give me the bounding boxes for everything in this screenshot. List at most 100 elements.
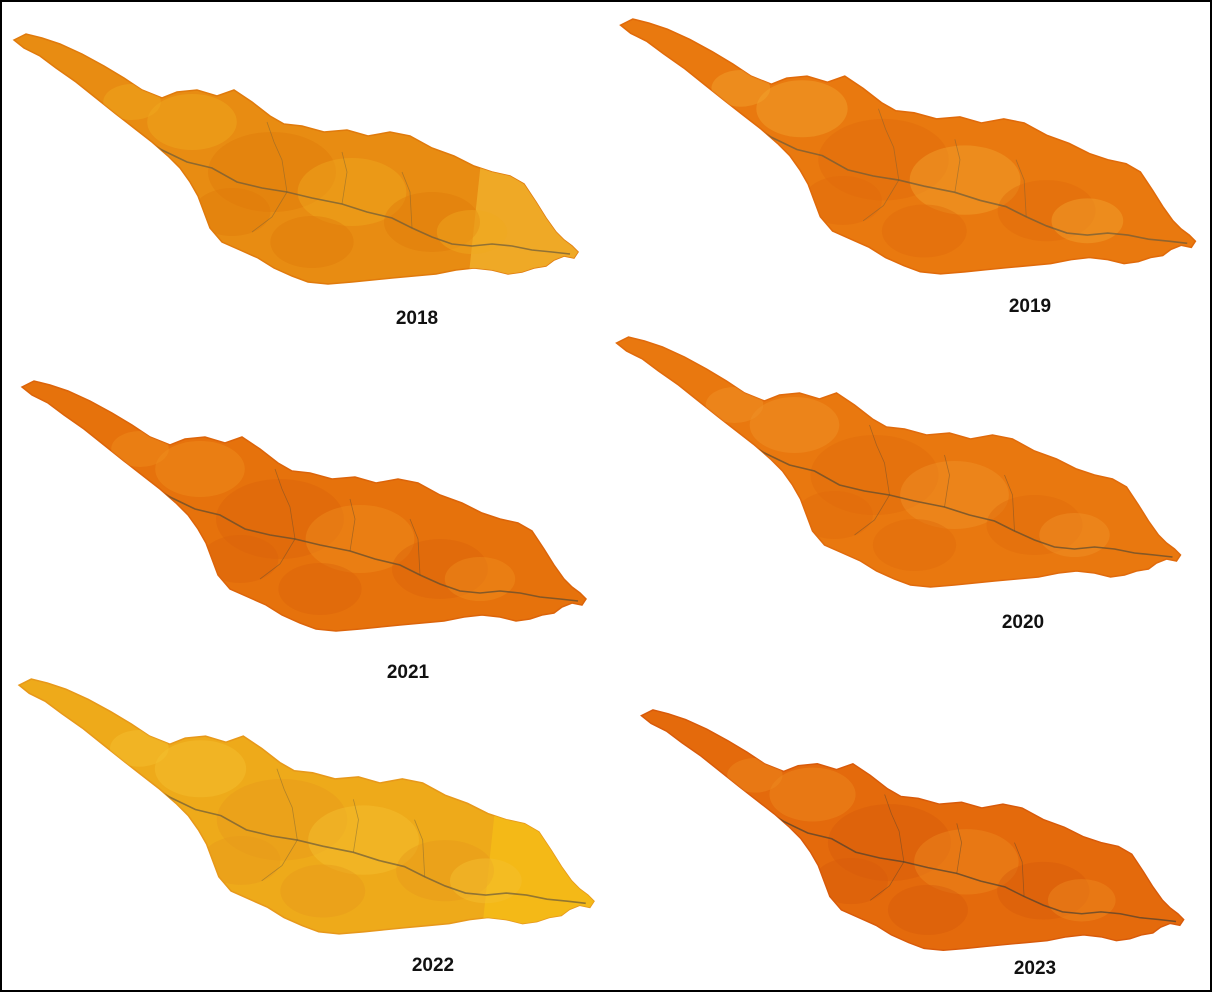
- index-patch: [278, 563, 362, 615]
- tributary: [878, 108, 900, 181]
- index-patch: [103, 84, 161, 120]
- index-patch: [111, 431, 169, 467]
- main-river: [754, 803, 1177, 923]
- index-patch: [711, 70, 771, 107]
- tributary: [274, 468, 296, 540]
- index-patch: [396, 840, 495, 902]
- index-patch: [216, 479, 344, 559]
- tributary: [1015, 159, 1027, 217]
- index-patch: [154, 740, 247, 798]
- tributary: [409, 518, 421, 576]
- year-label-2020: 2020: [1001, 612, 1045, 633]
- index-patch: [208, 132, 336, 212]
- index-patch: [444, 557, 516, 601]
- year-label-2018: 2018: [395, 308, 439, 329]
- map-panel-2023: 2023: [637, 708, 1197, 983]
- index-patch: [818, 118, 949, 201]
- index-patch: [216, 778, 348, 861]
- tributary: [884, 794, 905, 862]
- index-patch: [986, 495, 1083, 555]
- index-patch: [997, 861, 1090, 920]
- tributary: [251, 191, 288, 233]
- main-river: [131, 131, 571, 255]
- map-panel-2018: 2018: [12, 32, 582, 342]
- year-label-2021: 2021: [386, 662, 430, 683]
- tributary: [956, 823, 962, 874]
- watershed-area: [640, 709, 1185, 952]
- index-patch: [280, 864, 366, 918]
- index-patch: [727, 758, 783, 793]
- index-patch: [810, 435, 939, 515]
- index-patch: [384, 192, 480, 252]
- index-patch: [308, 805, 420, 875]
- index-patch: [270, 216, 354, 268]
- year-label-2023: 2023: [1013, 958, 1057, 979]
- index-patch: [147, 94, 237, 150]
- index-patch: [769, 767, 856, 822]
- index-patch: [881, 204, 967, 258]
- index-patch: [1039, 513, 1110, 557]
- index-patch: [436, 210, 508, 254]
- index-patch: [305, 505, 415, 573]
- tributary: [414, 819, 426, 877]
- watershed-area: [615, 336, 1182, 588]
- index-patch: [796, 491, 873, 539]
- tributary: [349, 498, 356, 552]
- index-patch: [109, 730, 169, 767]
- watershed-map-2018: [12, 33, 579, 285]
- tributary: [854, 494, 890, 536]
- watershed-map-2022: [17, 678, 595, 935]
- index-patch: [297, 158, 407, 226]
- year-label-2022: 2022: [411, 955, 455, 976]
- tributary: [341, 151, 348, 205]
- watershed-map-2020: [615, 336, 1182, 588]
- watershed-map-2023: [640, 709, 1185, 952]
- tributary: [259, 538, 296, 580]
- index-patch: [392, 539, 488, 599]
- tributary: [954, 139, 961, 193]
- main-river: [139, 478, 579, 602]
- index-patch: [872, 519, 957, 571]
- index-patch: [1051, 198, 1124, 244]
- index-patch: [155, 441, 245, 497]
- index-patch: [814, 858, 888, 905]
- map-panel-2022: 2022: [10, 677, 610, 987]
- tributary: [261, 839, 298, 882]
- main-river: [734, 434, 1173, 558]
- index-patch: [900, 461, 1009, 529]
- tributary: [266, 121, 288, 193]
- tributary: [869, 424, 890, 496]
- main-river: [138, 778, 586, 905]
- year-label-2019: 2019: [1008, 296, 1052, 317]
- index-patch: [914, 829, 1019, 895]
- watershed-area: [619, 18, 1197, 275]
- map-panel-2020: 2020: [607, 335, 1197, 645]
- tributary: [1014, 842, 1025, 897]
- tributary: [1004, 474, 1015, 532]
- tributary: [352, 799, 359, 853]
- index-patch: [705, 387, 764, 423]
- index-patch: [449, 858, 522, 904]
- tributary: [944, 454, 950, 508]
- tributary: [401, 171, 413, 229]
- index-patch: [887, 884, 968, 935]
- index-patch: [1047, 879, 1116, 922]
- watershed-map-2019: [619, 18, 1197, 275]
- map-panel-2021: 2021: [20, 374, 590, 694]
- index-patch: [202, 836, 281, 885]
- watershed-area: [20, 380, 587, 632]
- map-panel-2019: 2019: [614, 17, 1204, 327]
- index-patch: [201, 535, 279, 583]
- tributary: [870, 861, 905, 901]
- index-patch: [756, 80, 848, 138]
- tributary: [862, 179, 900, 222]
- index-patch: [827, 804, 951, 882]
- index-patch: [997, 180, 1096, 242]
- tributary: [276, 768, 298, 841]
- index-patch: [909, 145, 1021, 215]
- index-patch: [193, 188, 271, 236]
- index-patch: [803, 176, 882, 225]
- main-river: [740, 118, 1188, 245]
- watershed-map-2021: [20, 380, 587, 632]
